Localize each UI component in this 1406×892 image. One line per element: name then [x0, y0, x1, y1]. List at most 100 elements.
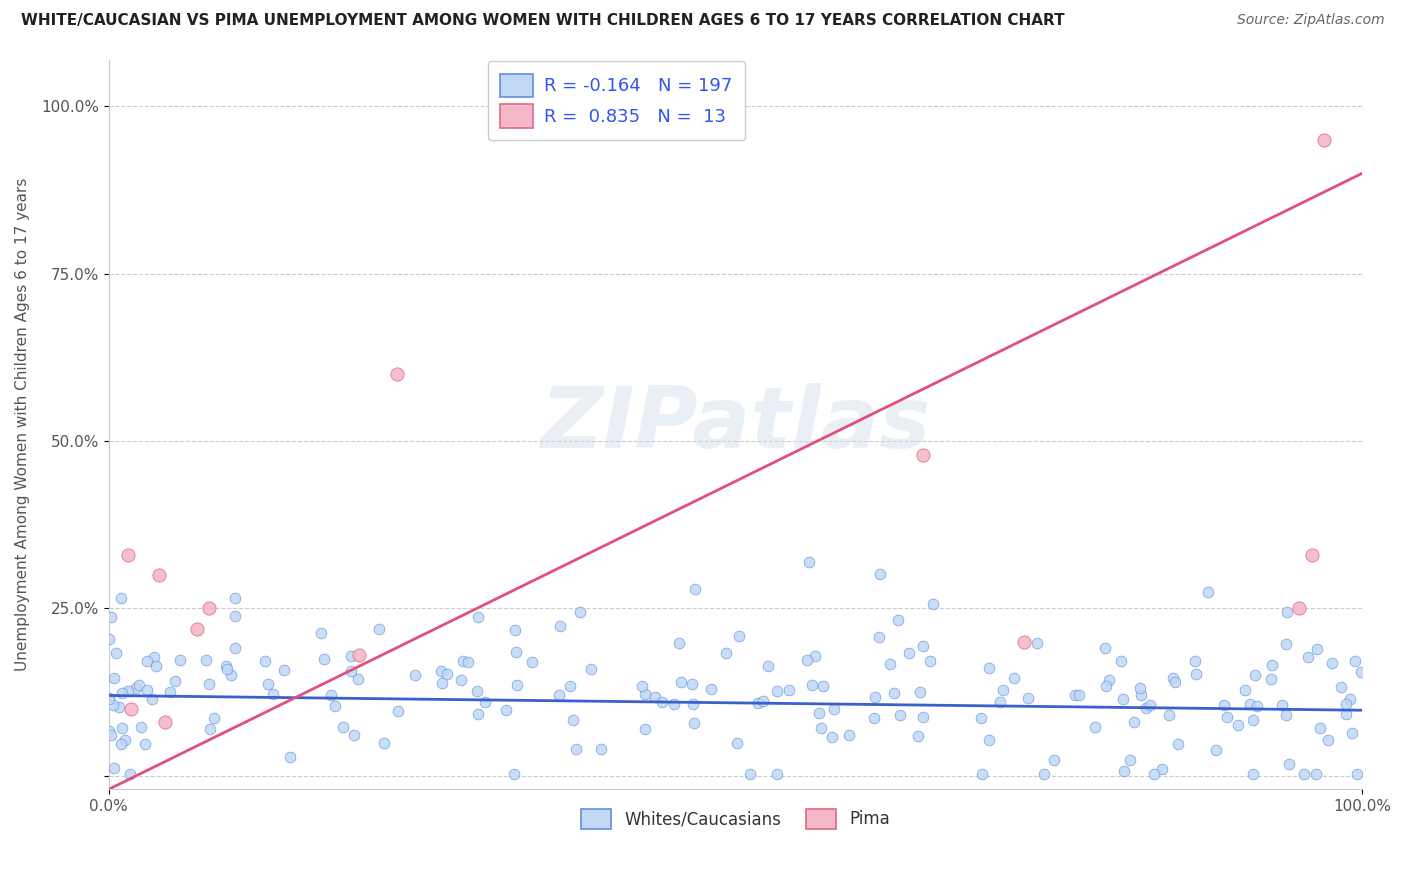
Point	[136, 654, 159, 668]
Point	[898, 647, 921, 661]
Point	[254, 654, 277, 668]
Point	[339, 665, 361, 679]
Point	[821, 731, 844, 745]
Point	[117, 548, 139, 562]
Point	[1346, 767, 1368, 781]
Point	[862, 711, 884, 725]
Point	[1017, 690, 1039, 705]
Point	[224, 591, 246, 606]
Point	[977, 661, 1000, 675]
Point	[1341, 726, 1364, 740]
Point	[747, 696, 769, 710]
Point	[765, 684, 787, 698]
Point	[1118, 753, 1140, 767]
Point	[778, 683, 800, 698]
Point	[135, 682, 157, 697]
Point	[495, 703, 517, 717]
Point	[1161, 671, 1184, 685]
Point	[215, 659, 238, 673]
Point	[1317, 733, 1340, 747]
Point	[1064, 688, 1087, 702]
Point	[651, 695, 673, 709]
Point	[1313, 133, 1336, 147]
Point	[503, 623, 526, 637]
Point	[194, 653, 217, 667]
Point	[568, 605, 591, 619]
Point	[1241, 714, 1264, 728]
Point	[868, 630, 890, 644]
Point	[385, 368, 408, 382]
Point	[631, 679, 654, 693]
Point	[756, 659, 779, 673]
Point	[450, 673, 472, 687]
Point	[918, 655, 941, 669]
Point	[505, 678, 527, 692]
Point	[1334, 707, 1357, 722]
Point	[990, 695, 1012, 709]
Point	[1260, 672, 1282, 686]
Point	[502, 767, 524, 781]
Point	[257, 677, 280, 691]
Point	[813, 679, 835, 693]
Point	[1123, 715, 1146, 730]
Point	[800, 678, 823, 692]
Point	[117, 683, 139, 698]
Point	[505, 645, 527, 659]
Point	[681, 677, 703, 691]
Point	[155, 715, 177, 730]
Point	[202, 711, 225, 725]
Point	[810, 721, 832, 735]
Point	[142, 649, 165, 664]
Point	[1205, 743, 1227, 757]
Point	[128, 678, 150, 692]
Point	[148, 568, 170, 582]
Point	[1129, 681, 1152, 696]
Point	[682, 716, 704, 731]
Point	[714, 646, 737, 660]
Point	[1135, 700, 1157, 714]
Point	[1244, 668, 1267, 682]
Point	[911, 710, 934, 724]
Point	[561, 713, 583, 727]
Point	[1098, 673, 1121, 688]
Point	[98, 690, 121, 705]
Point	[323, 699, 346, 714]
Point	[1094, 640, 1116, 655]
Point	[725, 736, 748, 750]
Point	[215, 663, 238, 677]
Point	[111, 721, 134, 735]
Point	[332, 720, 354, 734]
Point	[1139, 698, 1161, 712]
Point	[430, 664, 453, 678]
Point	[558, 679, 581, 693]
Point	[727, 629, 749, 643]
Point	[319, 688, 342, 702]
Point	[110, 738, 132, 752]
Point	[1305, 767, 1327, 781]
Point	[373, 736, 395, 750]
Point	[1130, 689, 1153, 703]
Point	[1226, 718, 1249, 732]
Point	[111, 685, 134, 699]
Point	[644, 690, 666, 704]
Point	[436, 666, 458, 681]
Point	[224, 640, 246, 655]
Point	[1277, 605, 1299, 619]
Point	[1334, 697, 1357, 711]
Point	[804, 649, 827, 664]
Point	[668, 636, 690, 650]
Point	[1042, 753, 1064, 767]
Point	[451, 654, 474, 668]
Point	[700, 681, 723, 696]
Point	[1246, 699, 1268, 714]
Point	[1330, 680, 1353, 694]
Point	[1197, 585, 1219, 599]
Point	[869, 566, 891, 581]
Point	[796, 653, 818, 667]
Point	[1288, 601, 1310, 615]
Point	[1112, 764, 1135, 778]
Point	[752, 694, 775, 708]
Point	[634, 687, 657, 701]
Point	[457, 655, 479, 669]
Point	[1213, 698, 1236, 713]
